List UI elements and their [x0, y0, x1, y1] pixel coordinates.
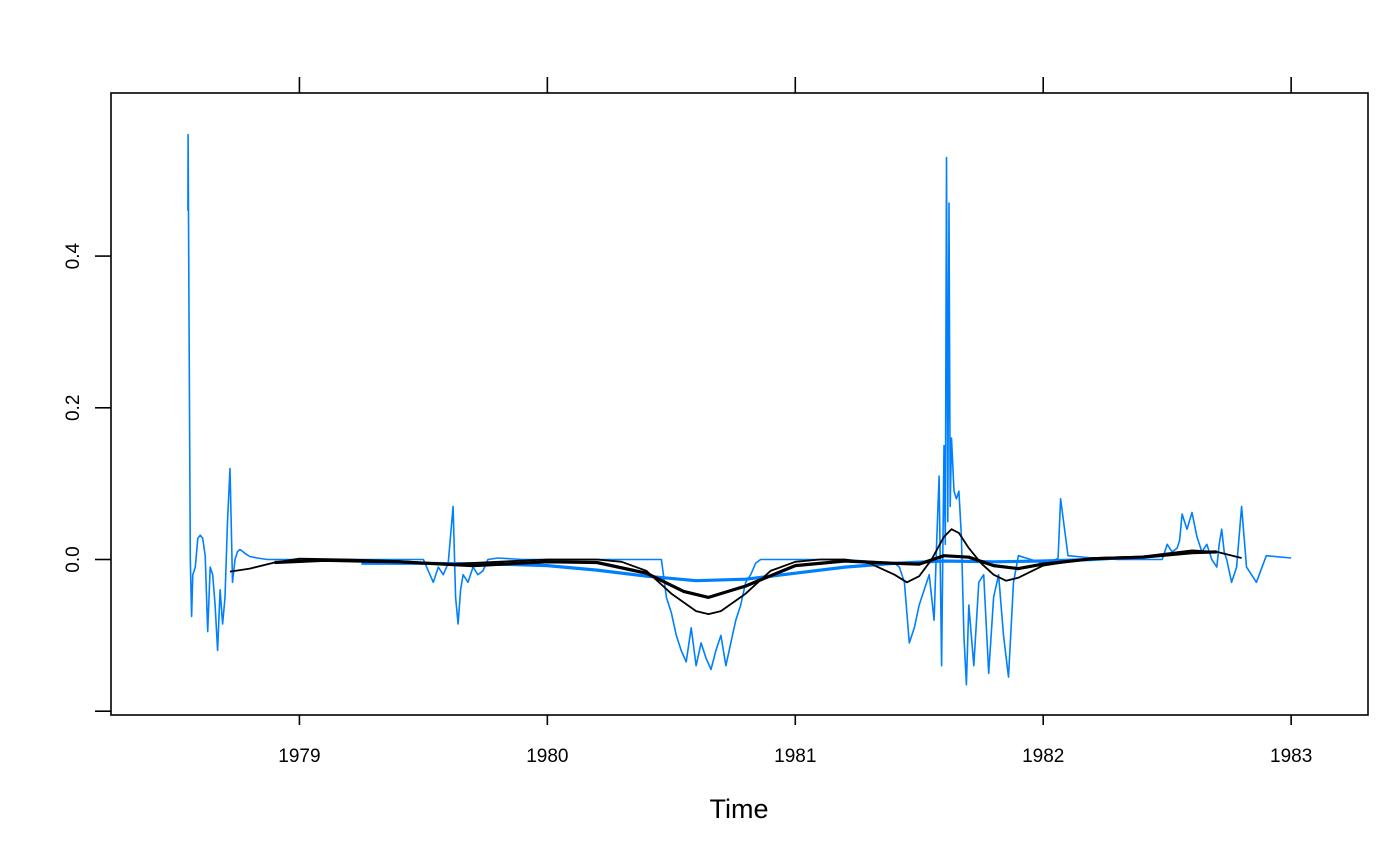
series-line-smooth-black-thick — [274, 550, 1217, 599]
x-axis-title: Time — [710, 794, 769, 824]
x-tick-label: 1982 — [1022, 746, 1064, 767]
y-axis: 0.0 0.2 0.4 — [63, 242, 111, 713]
y-tick-label: 0.4 — [63, 242, 84, 269]
x-axis: 1979 1980 1981 1982 1983 — [278, 77, 1312, 767]
x-tick-label: 1979 — [278, 746, 320, 767]
x-tick-label: 1980 — [526, 746, 568, 767]
y-tick-label: 0.0 — [63, 546, 84, 572]
series-line-smooth-black — [229, 528, 1242, 615]
y-tick-label: 0.2 — [63, 395, 84, 421]
series-layer — [187, 133, 1292, 686]
x-tick-label: 1983 — [1270, 746, 1312, 767]
x-tick-label: 1981 — [774, 746, 816, 767]
plot-frame — [110, 92, 1369, 716]
series-line-raw — [187, 133, 1292, 686]
